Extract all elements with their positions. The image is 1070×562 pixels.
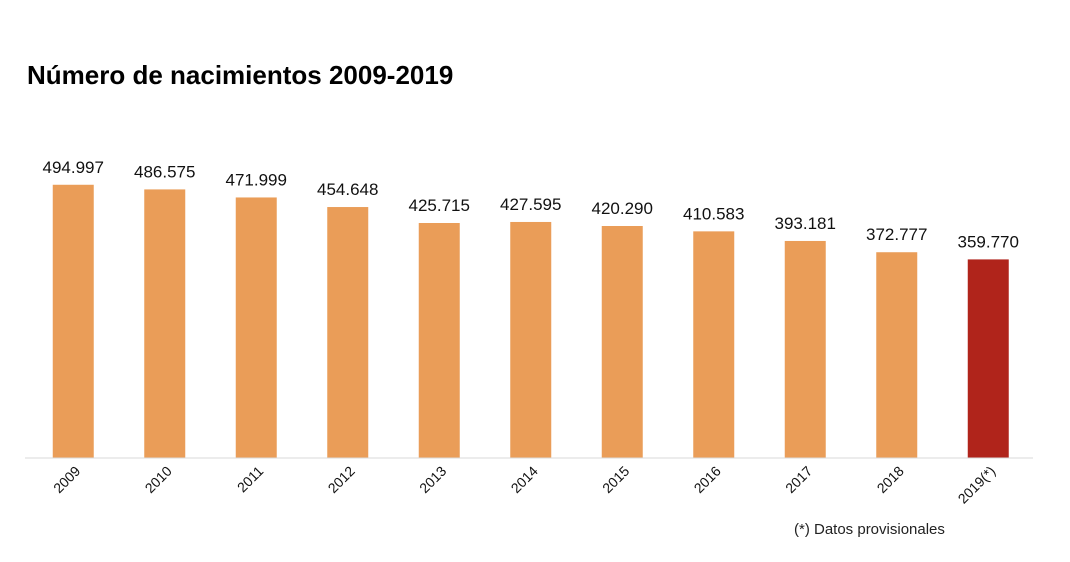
bar-2011 — [235, 197, 277, 459]
bar-2015 — [601, 225, 643, 458]
data-label: 410.583 — [683, 204, 744, 223]
x-tick-label: 2018 — [874, 463, 907, 496]
x-tick-label: 2009 — [50, 463, 83, 496]
x-tick-label: 2017 — [782, 463, 815, 496]
data-label: 393.181 — [775, 214, 836, 233]
bar-2017 — [784, 240, 826, 458]
data-label: 494.997 — [43, 158, 104, 177]
chart-title: Número de nacimientos 2009-2019 — [27, 60, 454, 90]
bar-2016 — [693, 231, 735, 458]
x-tick-label: 2012 — [325, 463, 358, 496]
data-label: 420.290 — [592, 199, 653, 218]
x-tick-label: 2019(*) — [955, 463, 999, 507]
bar-2014 — [510, 221, 552, 458]
bar-2019(*) — [967, 259, 1009, 458]
data-label: 427.595 — [500, 195, 561, 214]
x-tick-label: 2011 — [234, 463, 267, 496]
data-label: 359.770 — [958, 232, 1019, 251]
data-label: 372.777 — [866, 225, 927, 244]
bar-2009 — [52, 184, 94, 458]
x-tick-label: 2010 — [142, 463, 175, 496]
x-tick-label: 2014 — [508, 463, 541, 496]
bar-2012 — [327, 207, 369, 458]
x-tick-label: 2015 — [599, 463, 632, 496]
bar-2013 — [418, 223, 460, 458]
data-label: 425.715 — [409, 196, 470, 215]
bar-2010 — [144, 189, 186, 459]
data-label: 471.999 — [226, 170, 287, 189]
data-label: 454.648 — [317, 180, 378, 199]
bar-2018 — [876, 252, 918, 458]
footnote: (*) Datos provisionales — [794, 521, 945, 538]
data-label: 486.575 — [134, 162, 195, 181]
x-tick-label: 2013 — [416, 463, 449, 496]
x-tick-label: 2016 — [691, 463, 724, 496]
